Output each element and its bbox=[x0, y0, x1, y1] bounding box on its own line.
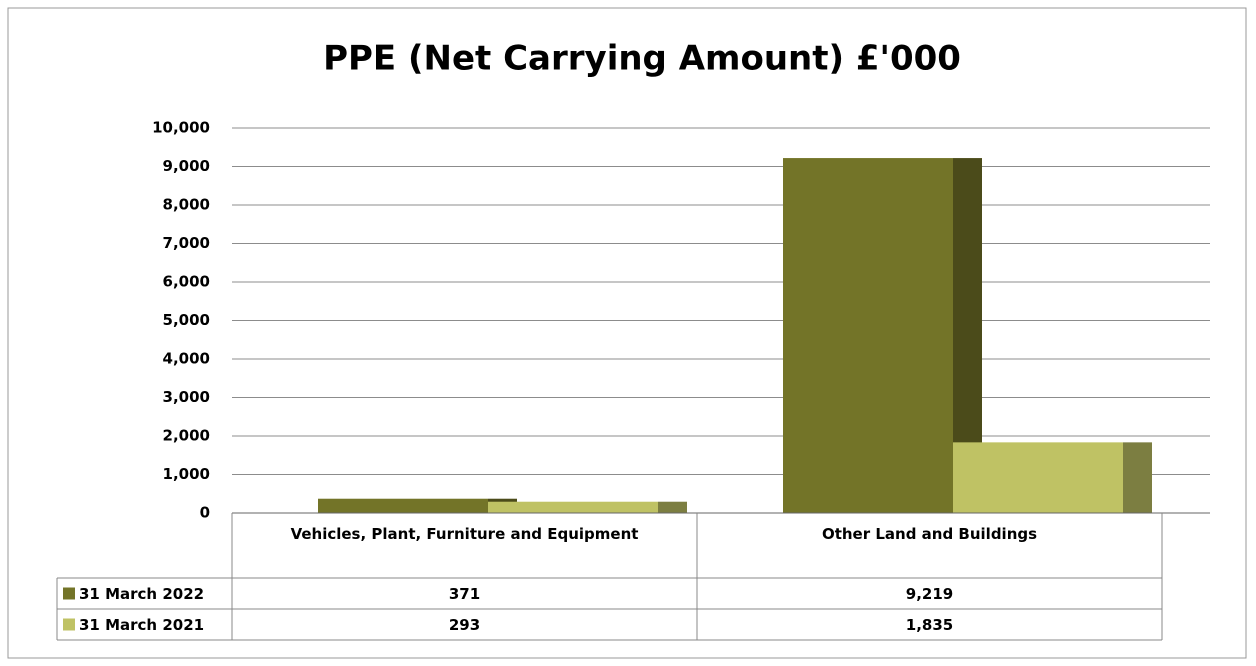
y-tick-label: 7,000 bbox=[163, 234, 210, 252]
legend-swatch bbox=[63, 618, 75, 631]
category-cell: Vehicles, Plant, Furniture and Equipment bbox=[290, 525, 639, 543]
data-label: 9,219 bbox=[906, 585, 953, 603]
bar bbox=[783, 158, 953, 514]
x-tick-label: Other Land and Buildings bbox=[821, 525, 1038, 543]
y-tick-label: 1,000 bbox=[163, 465, 210, 483]
data-label: 1,835 bbox=[906, 616, 953, 634]
chart-border bbox=[7, 7, 1247, 659]
bar bbox=[318, 498, 488, 513]
bar bbox=[488, 501, 658, 513]
data-label: 371 bbox=[449, 585, 480, 603]
legend-label: 31 March 2021 bbox=[79, 616, 204, 634]
y-tick-label: 10,000 bbox=[152, 119, 210, 137]
data-label: 293 bbox=[449, 616, 480, 634]
chart-title: PPE (Net Carrying Amount) £'000 bbox=[323, 39, 961, 79]
legend-swatch bbox=[63, 587, 75, 600]
bar-side bbox=[658, 501, 687, 513]
y-tick-label: 3,000 bbox=[163, 388, 210, 406]
bar bbox=[953, 442, 1123, 513]
y-tick-label: 5,000 bbox=[163, 311, 210, 329]
bar-side bbox=[1123, 442, 1152, 513]
y-tick-label: 6,000 bbox=[163, 273, 210, 291]
y-tick-label: 8,000 bbox=[163, 196, 210, 214]
y-tick-label: 0 bbox=[200, 504, 210, 522]
y-tick-label: 4,000 bbox=[163, 350, 210, 368]
x-tick-label: Vehicles, Plant, Furniture and Equipment bbox=[290, 525, 639, 543]
legend-label: 31 March 2022 bbox=[79, 585, 204, 603]
y-tick-label: 2,000 bbox=[163, 427, 210, 445]
y-tick-label: 9,000 bbox=[163, 157, 210, 175]
category-cell: Other Land and Buildings bbox=[821, 525, 1038, 543]
